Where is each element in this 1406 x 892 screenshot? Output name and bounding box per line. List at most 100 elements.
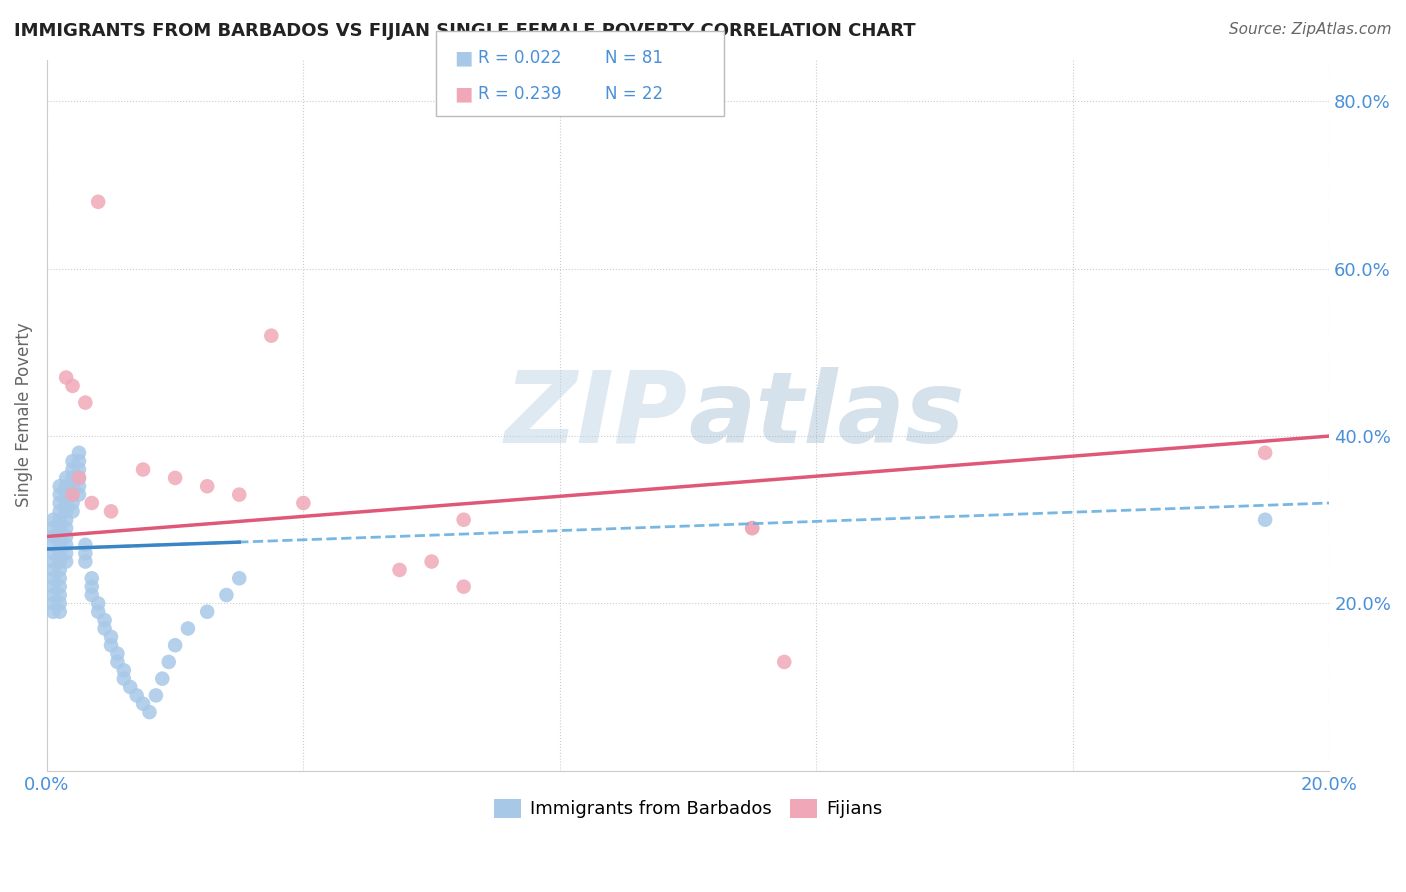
- Point: [67, 479, 90, 493]
- Point: [62, 471, 84, 485]
- Point: [195, 479, 218, 493]
- Point: [87, 605, 110, 619]
- Point: [420, 555, 443, 569]
- Y-axis label: Single Female Poverty: Single Female Poverty: [15, 323, 32, 508]
- Point: [55, 529, 77, 543]
- Text: ■: ■: [454, 48, 472, 68]
- Point: [48, 529, 70, 543]
- Point: [55, 370, 77, 384]
- Point: [55, 504, 77, 518]
- Point: [138, 705, 160, 719]
- Point: [87, 596, 110, 610]
- Point: [48, 488, 70, 502]
- Point: [55, 546, 77, 560]
- Point: [87, 194, 110, 209]
- Point: [55, 479, 77, 493]
- Point: [48, 571, 70, 585]
- Point: [228, 488, 250, 502]
- Point: [165, 471, 187, 485]
- Point: [150, 672, 173, 686]
- Text: N = 81: N = 81: [605, 49, 662, 67]
- Point: [42, 588, 65, 602]
- Point: [100, 630, 122, 644]
- Point: [48, 496, 70, 510]
- Point: [55, 496, 77, 510]
- Point: [55, 538, 77, 552]
- Point: [1254, 446, 1277, 460]
- Text: Source: ZipAtlas.com: Source: ZipAtlas.com: [1229, 22, 1392, 37]
- Point: [62, 488, 84, 502]
- Point: [48, 479, 70, 493]
- Legend: Immigrants from Barbados, Fijians: Immigrants from Barbados, Fijians: [486, 792, 890, 826]
- Point: [48, 546, 70, 560]
- Point: [42, 571, 65, 585]
- Point: [42, 538, 65, 552]
- Point: [260, 328, 283, 343]
- Point: [55, 555, 77, 569]
- Point: [48, 588, 70, 602]
- Point: [67, 462, 90, 476]
- Point: [42, 580, 65, 594]
- Point: [48, 538, 70, 552]
- Point: [48, 580, 70, 594]
- Point: [55, 521, 77, 535]
- Point: [132, 462, 155, 476]
- Point: [42, 521, 65, 535]
- Point: [157, 655, 180, 669]
- Point: [132, 697, 155, 711]
- Point: [107, 647, 129, 661]
- Point: [75, 555, 97, 569]
- Point: [165, 638, 187, 652]
- Text: R = 0.239: R = 0.239: [478, 85, 561, 103]
- Text: IMMIGRANTS FROM BARBADOS VS FIJIAN SINGLE FEMALE POVERTY CORRELATION CHART: IMMIGRANTS FROM BARBADOS VS FIJIAN SINGL…: [14, 22, 915, 40]
- Point: [55, 488, 77, 502]
- Point: [453, 513, 475, 527]
- Point: [42, 513, 65, 527]
- Point: [67, 471, 90, 485]
- Point: [292, 496, 315, 510]
- Point: [75, 395, 97, 409]
- Point: [48, 513, 70, 527]
- Point: [48, 504, 70, 518]
- Point: [453, 580, 475, 594]
- Point: [112, 672, 135, 686]
- Point: [48, 555, 70, 569]
- Point: [62, 462, 84, 476]
- Point: [42, 596, 65, 610]
- Point: [93, 613, 115, 627]
- Point: [112, 663, 135, 677]
- Point: [773, 655, 796, 669]
- Point: [195, 605, 218, 619]
- Point: [80, 588, 103, 602]
- Point: [107, 655, 129, 669]
- Point: [100, 504, 122, 518]
- Point: [80, 496, 103, 510]
- Point: [67, 471, 90, 485]
- Point: [741, 521, 763, 535]
- Point: [42, 605, 65, 619]
- Point: [42, 555, 65, 569]
- Point: [67, 446, 90, 460]
- Point: [1254, 513, 1277, 527]
- Point: [177, 622, 200, 636]
- Point: [42, 563, 65, 577]
- Text: R = 0.022: R = 0.022: [478, 49, 561, 67]
- Point: [145, 689, 167, 703]
- Point: [93, 622, 115, 636]
- Point: [48, 596, 70, 610]
- Point: [48, 563, 70, 577]
- Point: [42, 546, 65, 560]
- Point: [75, 538, 97, 552]
- Point: [741, 521, 763, 535]
- Point: [62, 479, 84, 493]
- Point: [388, 563, 411, 577]
- Point: [215, 588, 238, 602]
- Point: [48, 521, 70, 535]
- Point: [75, 546, 97, 560]
- Point: [62, 454, 84, 468]
- Point: [62, 488, 84, 502]
- Point: [55, 471, 77, 485]
- Text: ■: ■: [454, 84, 472, 103]
- Text: atlas: atlas: [688, 367, 965, 464]
- Point: [62, 496, 84, 510]
